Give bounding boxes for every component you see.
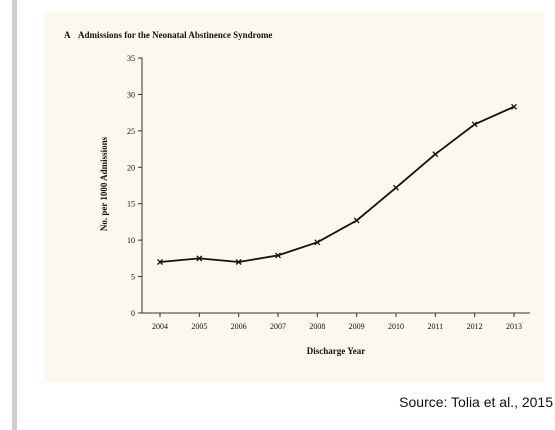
y-axis-label: No. per 1000 Admissions [99,136,109,231]
data-point-marker [314,239,321,246]
series-line [159,105,515,263]
data-point-marker [511,103,517,110]
y-tick-label: 35 [127,54,135,63]
x-tick-label: 2007 [270,322,286,331]
x-tick-label: 2009 [349,322,365,331]
x-tick-label: 2011 [427,322,443,331]
data-point-marker [471,121,478,128]
data-point-marker [235,259,242,265]
x-axis-label: Discharge Year [307,346,365,356]
y-tick-label: 25 [127,127,135,136]
chart-series [157,103,517,265]
x-tick-label: 2006 [231,322,247,331]
x-tick-label: 2013 [506,322,522,331]
x-tick-label: 2004 [152,322,168,331]
marker-stroke [235,259,242,265]
left-border-bar [12,0,17,430]
marker-stroke [471,121,478,128]
data-point-marker [353,217,360,224]
marker-stroke [511,103,517,110]
y-tick-label: 30 [127,90,135,99]
marker-stroke [196,255,203,262]
data-point-marker [157,259,163,265]
x-tick-label: 2012 [467,322,483,331]
data-point-marker [432,151,439,158]
y-tick-label: 5 [131,273,135,282]
marker-stroke [432,151,439,158]
y-tick-label: 0 [131,309,135,318]
source-caption: Source: Tolia et al., 2015 [399,394,553,410]
chart-title: Admissions for the Neonatal Abstinence S… [78,30,272,40]
marker-stroke [314,239,321,246]
y-tick-label: 20 [127,163,135,172]
chart-panel-letter: A [64,30,71,40]
marker-stroke [393,184,399,191]
x-tick-label: 2005 [191,322,207,331]
x-tick-label: 2008 [309,322,325,331]
data-point-marker [275,252,281,259]
chart-axes: 0 5 10 15 20 25 30 35 2004 2005 2006 2007 2008 2009 20… [127,54,530,331]
marker-stroke [275,252,281,259]
marker-stroke [353,217,360,224]
data-point-marker [196,255,203,262]
x-tick-label: 2010 [388,322,404,331]
y-tick-label: 15 [127,200,135,209]
y-tick-label: 10 [127,236,135,245]
chart-panel [44,12,544,382]
marker-stroke [157,259,163,265]
data-point-marker [393,184,399,191]
